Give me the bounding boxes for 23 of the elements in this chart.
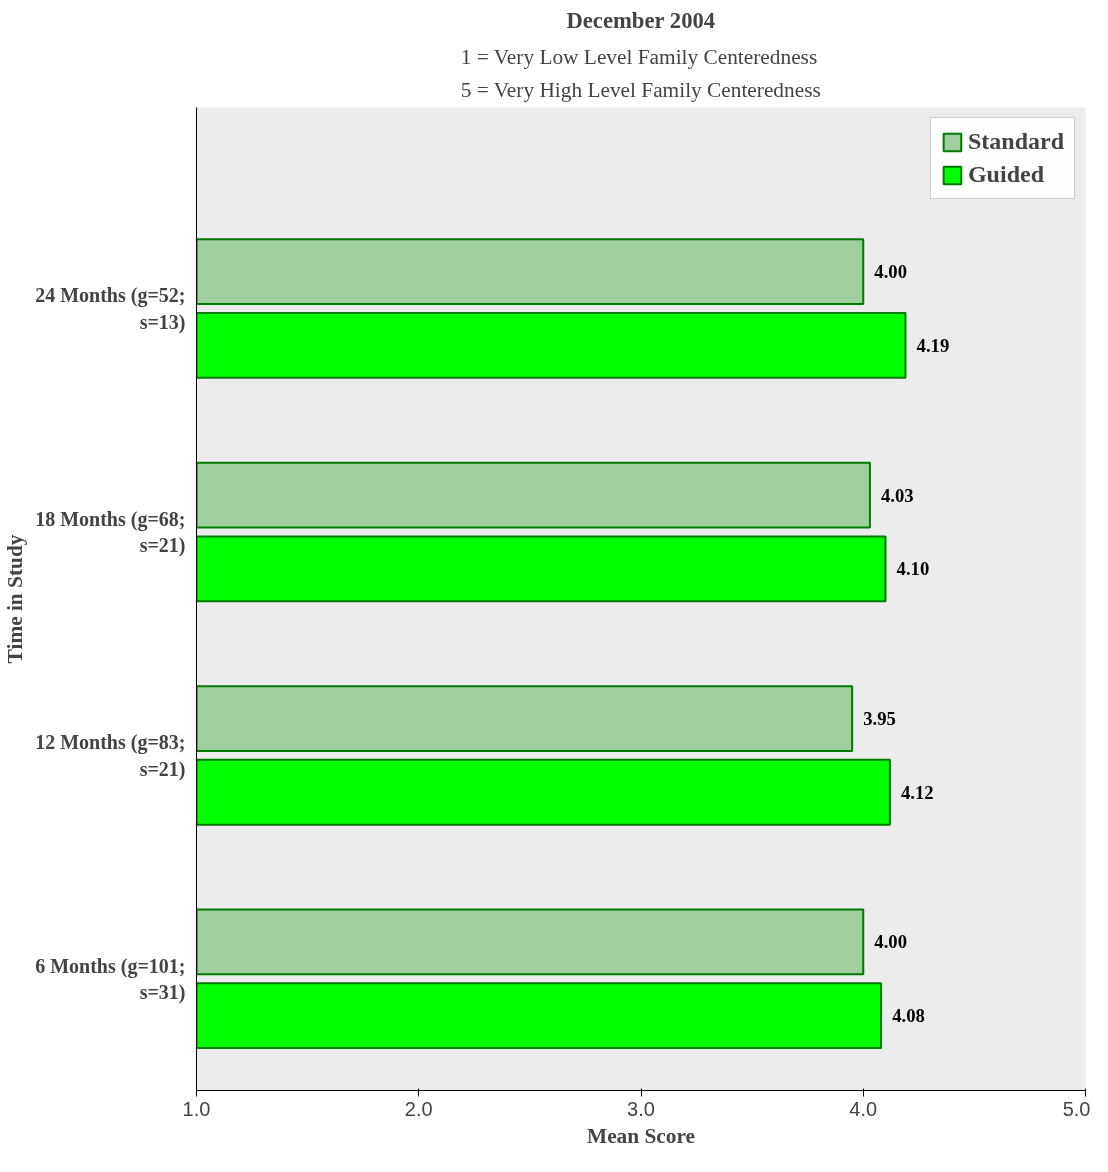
- y-tick-label: 24 Months (g=52; s=13): [35, 284, 186, 334]
- x-tick-label: 3.0: [627, 1097, 655, 1120]
- x-axis-title: Mean Score: [587, 1123, 695, 1148]
- data-label: 4.00: [874, 931, 908, 953]
- x-tick-label: 4.0: [849, 1097, 878, 1120]
- legend-label: Standard: [967, 128, 1064, 155]
- y-tick-label: 18 Months (g=68; s=21): [35, 507, 186, 558]
- x-tick-label: 1.0: [182, 1097, 211, 1120]
- y-axis-title: Time in Study: [3, 534, 28, 664]
- data-label: 4.10: [896, 558, 930, 580]
- data-label: 4.12: [901, 781, 934, 803]
- y-tick-label: 6 Months (g=101; s=31): [35, 954, 186, 1004]
- x-tick-label: 5.0: [1062, 1097, 1091, 1120]
- data-label: 4.03: [881, 484, 914, 506]
- data-label: 3.95: [863, 708, 896, 730]
- x-tick-label: 2.0: [404, 1097, 433, 1120]
- data-label: 4.00: [874, 261, 908, 283]
- legend-label: Guided: [967, 161, 1044, 188]
- data-label: 4.08: [892, 1005, 925, 1027]
- data-label: 4.19: [916, 334, 950, 356]
- chart-subtitle: 1 = Very Low Level Family Centeredness 5 = Very High Level Family Centeredness: [460, 44, 821, 103]
- chart-title: December 2004: [566, 7, 716, 33]
- y-tick-label: 12 Months (g=83; s=21): [35, 731, 186, 781]
